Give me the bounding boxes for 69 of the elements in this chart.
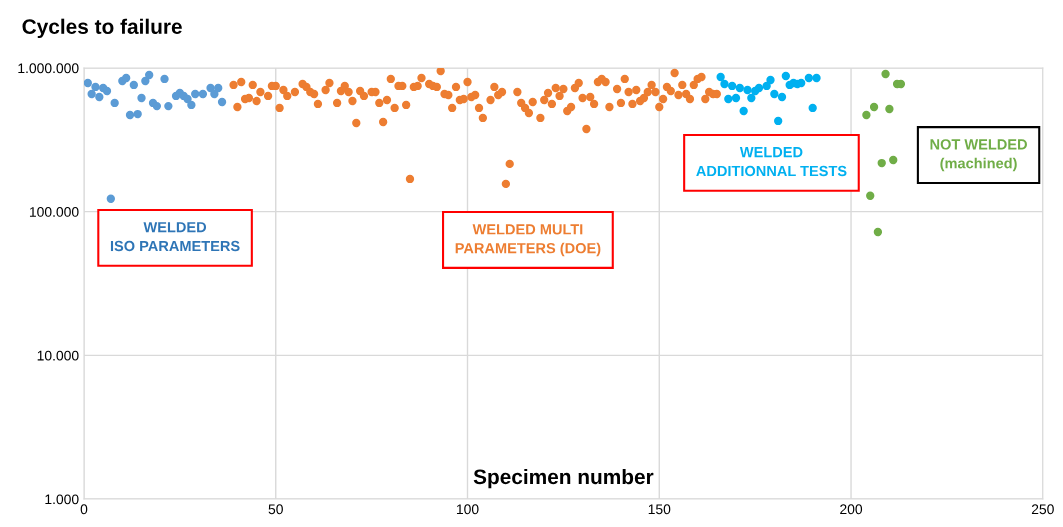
- point: [724, 94, 733, 104]
- point: [797, 78, 806, 88]
- point: [812, 73, 821, 83]
- y-tick-label: 100.000: [29, 207, 79, 217]
- point: [808, 103, 817, 113]
- point: [774, 116, 783, 126]
- x-axis-title: Specimen number: [473, 468, 654, 489]
- point: [106, 194, 115, 203]
- point: [885, 104, 894, 114]
- point: [87, 89, 96, 99]
- point: [877, 158, 886, 168]
- annotation: NOT WELDED (machined): [930, 139, 1027, 172]
- y-tick-label: 10.000: [37, 350, 79, 361]
- point: [739, 106, 748, 116]
- point: [187, 100, 196, 110]
- point: [110, 98, 119, 108]
- point: [83, 78, 92, 88]
- point: [125, 110, 135, 120]
- x-tick-label: 100: [456, 504, 479, 515]
- point: [781, 71, 790, 81]
- point: [862, 110, 871, 120]
- point: [129, 80, 138, 90]
- point: [141, 76, 150, 86]
- point: [145, 70, 154, 80]
- point: [217, 97, 227, 107]
- x-tick-label: 50: [268, 504, 283, 515]
- point: [881, 69, 890, 79]
- annotation: WELDED MULTI PARAMETERS (DOE): [455, 224, 601, 257]
- annotation: WELDED ADDITIONNAL TESTS: [696, 147, 847, 177]
- point: [206, 83, 215, 93]
- point: [766, 75, 775, 85]
- point: [133, 109, 142, 119]
- point: [720, 79, 729, 89]
- x-tick-label: 0: [80, 504, 88, 515]
- point: [152, 101, 162, 111]
- point: [716, 72, 725, 82]
- x-tick-label: 150: [648, 504, 671, 515]
- point: [866, 191, 875, 200]
- point: [747, 93, 756, 103]
- point: [873, 227, 883, 237]
- point: [735, 83, 744, 93]
- point: [762, 81, 771, 91]
- chart-title: Cycles to failure: [22, 18, 182, 39]
- x-tick-label: 250: [1031, 504, 1054, 515]
- point: [122, 73, 131, 83]
- point: [727, 81, 737, 91]
- point: [777, 92, 787, 102]
- point: [804, 73, 814, 83]
- point: [889, 155, 898, 165]
- point: [198, 89, 208, 99]
- point: [754, 83, 764, 93]
- point: [102, 86, 112, 96]
- x-tick-label: 200: [840, 504, 863, 515]
- point: [743, 85, 752, 95]
- point: [160, 74, 169, 84]
- point: [164, 101, 173, 111]
- point: [869, 102, 879, 112]
- y-tick-label: 1.000: [45, 494, 79, 505]
- point: [731, 93, 741, 103]
- point: [95, 92, 104, 102]
- point: [210, 89, 219, 99]
- annotation: WELDED ISO PARAMETERS: [110, 222, 240, 252]
- y-tick-label: 1.000.000: [18, 63, 79, 74]
- point: [191, 89, 200, 99]
- point: [91, 82, 100, 92]
- point: [137, 93, 146, 103]
- point: [214, 83, 223, 93]
- point: [183, 94, 192, 104]
- point: [770, 89, 779, 99]
